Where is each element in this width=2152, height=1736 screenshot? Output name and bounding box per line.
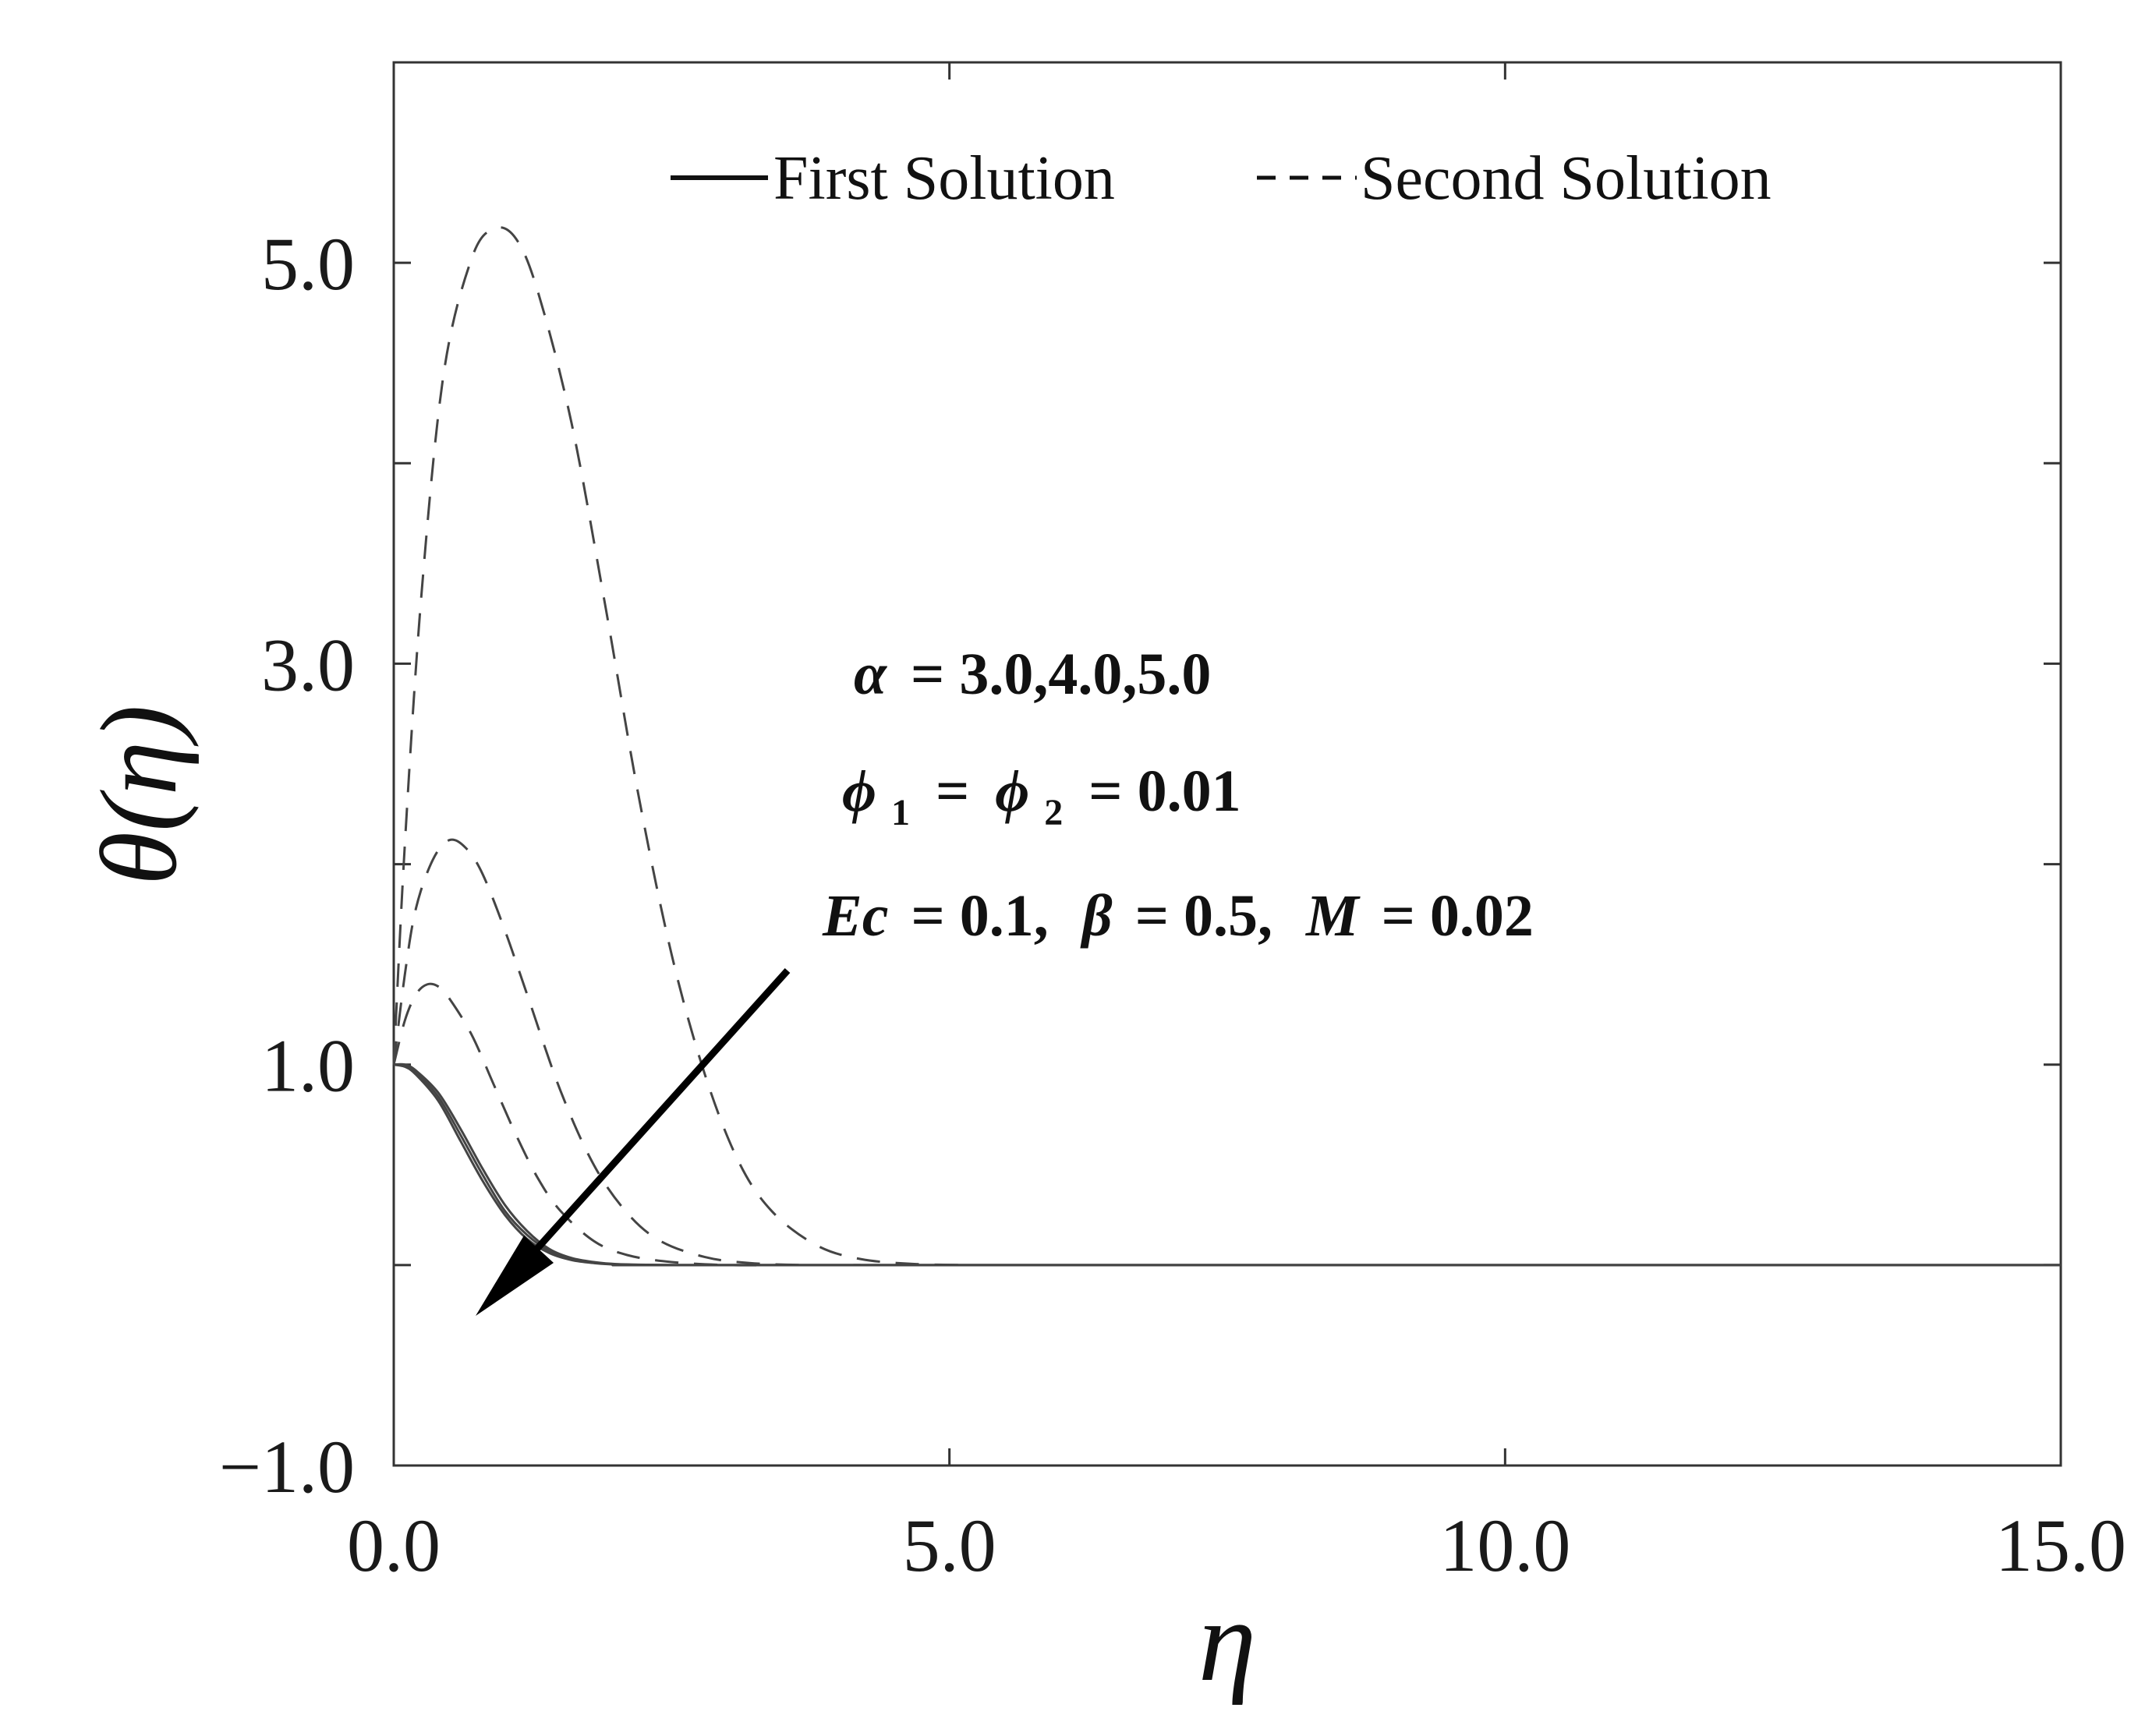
legend-label-second: Second Solution: [1361, 144, 1772, 213]
second-solution-line: [392, 226, 972, 1267]
annotation-line-alpha: α = 3.0,4.0,5.0: [854, 642, 1211, 707]
first-solution-line: [393, 1063, 2061, 1267]
second-solution-line: [392, 982, 783, 1267]
y-tick-label: 3.0: [261, 623, 355, 706]
annotation: α = 3.0,4.0,5.0 ϕ 1 = ϕ 2 = 0.01 Ec = 0.…: [476, 642, 1534, 1316]
annotation-arrowhead: [476, 1236, 554, 1316]
annotation-line-params: Ec = 0.1, β = 0.5, M = 0.02: [822, 883, 1534, 949]
second-solution-line: [392, 838, 861, 1267]
legend-label-first: First Solution: [773, 144, 1115, 213]
y-axis-title: θ(η): [79, 705, 200, 885]
x-tick-label: 0.0: [347, 1504, 441, 1587]
y-tick-label: 1.0: [261, 1024, 355, 1108]
plot-frame: [392, 61, 2062, 1467]
first-solution-line: [393, 1063, 2061, 1267]
annotation-arrow-shaft: [504, 967, 791, 1285]
x-tick-label: 10.0: [1439, 1504, 1570, 1587]
x-tick-label: 5.0: [903, 1504, 996, 1587]
annotation-line-phi: ϕ 1 = ϕ 2 = 0.01: [842, 758, 1241, 838]
y-tick-label: 5.0: [261, 222, 355, 306]
first-solution-line: [393, 1062, 2061, 1267]
x-axis-title: η: [1198, 1576, 1256, 1706]
x-tick-label: 15.0: [1995, 1504, 2126, 1587]
y-tick-label: −1.0: [219, 1425, 355, 1508]
legend: First Solution Second Solution: [671, 144, 1772, 213]
